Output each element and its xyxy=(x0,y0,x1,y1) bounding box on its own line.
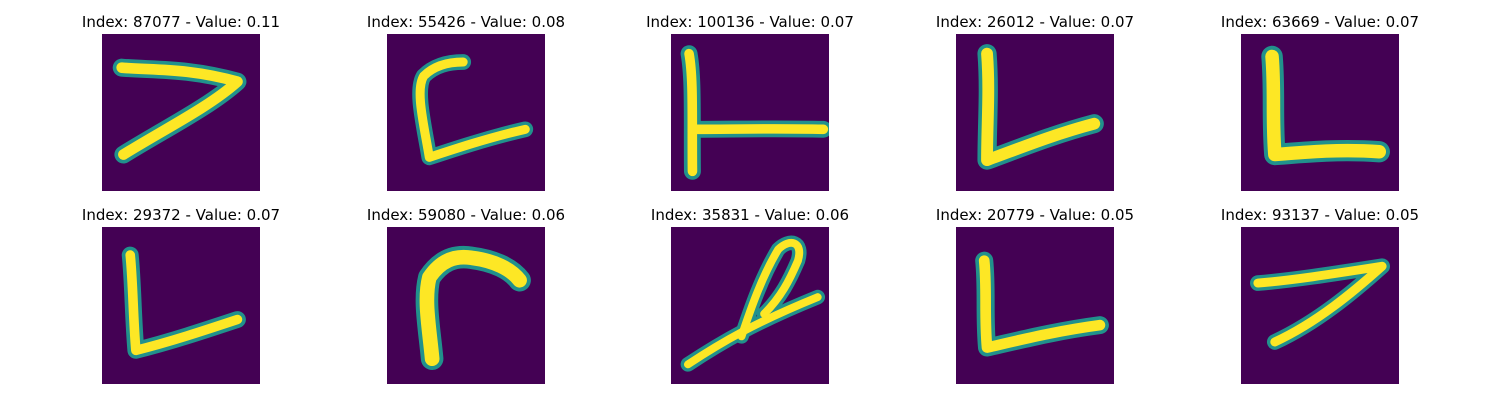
tile-title: Index: 59080 - Value: 0.06 xyxy=(366,206,566,224)
tile-cell: Index: 35831 - Value: 0.06 xyxy=(630,204,870,384)
digit-image-l xyxy=(956,34,1114,191)
tile-title: Index: 87077 - Value: 0.11 xyxy=(81,13,281,31)
digit-image-gamma xyxy=(387,227,545,384)
digit-image-l xyxy=(102,227,260,384)
tile-cell: Index: 93137 - Value: 0.05 xyxy=(1200,204,1440,384)
tile-cell: Index: 63669 - Value: 0.07 xyxy=(1200,11,1440,191)
digit-image-l xyxy=(1241,34,1399,191)
digit-image-bracket xyxy=(387,34,545,191)
digit-image-l xyxy=(956,227,1114,384)
tile-cell: Index: 29372 - Value: 0.07 xyxy=(61,204,301,384)
tile-title: Index: 55426 - Value: 0.08 xyxy=(366,13,566,31)
tile-cell: Index: 55426 - Value: 0.08 xyxy=(346,11,586,191)
tile-title: Index: 20779 - Value: 0.05 xyxy=(935,206,1135,224)
tile-cell: Index: 59080 - Value: 0.06 xyxy=(346,204,586,384)
digit-image-loop xyxy=(671,227,829,384)
digit-image-seven xyxy=(1241,227,1399,384)
tile-cell: Index: 20779 - Value: 0.05 xyxy=(915,204,1155,384)
tile-title: Index: 63669 - Value: 0.07 xyxy=(1220,13,1420,31)
digit-image-t xyxy=(671,34,829,191)
digit-image-seven xyxy=(102,34,260,191)
tile-title: Index: 26012 - Value: 0.07 xyxy=(935,13,1135,31)
tile-cell: Index: 100136 - Value: 0.07 xyxy=(630,11,870,191)
tile-title: Index: 93137 - Value: 0.05 xyxy=(1220,206,1420,224)
tile-title: Index: 100136 - Value: 0.07 xyxy=(646,13,854,31)
tile-cell: Index: 26012 - Value: 0.07 xyxy=(915,11,1155,191)
tile-cell: Index: 87077 - Value: 0.11 xyxy=(61,11,301,191)
tile-title: Index: 29372 - Value: 0.07 xyxy=(81,206,281,224)
tile-title: Index: 35831 - Value: 0.06 xyxy=(650,206,850,224)
